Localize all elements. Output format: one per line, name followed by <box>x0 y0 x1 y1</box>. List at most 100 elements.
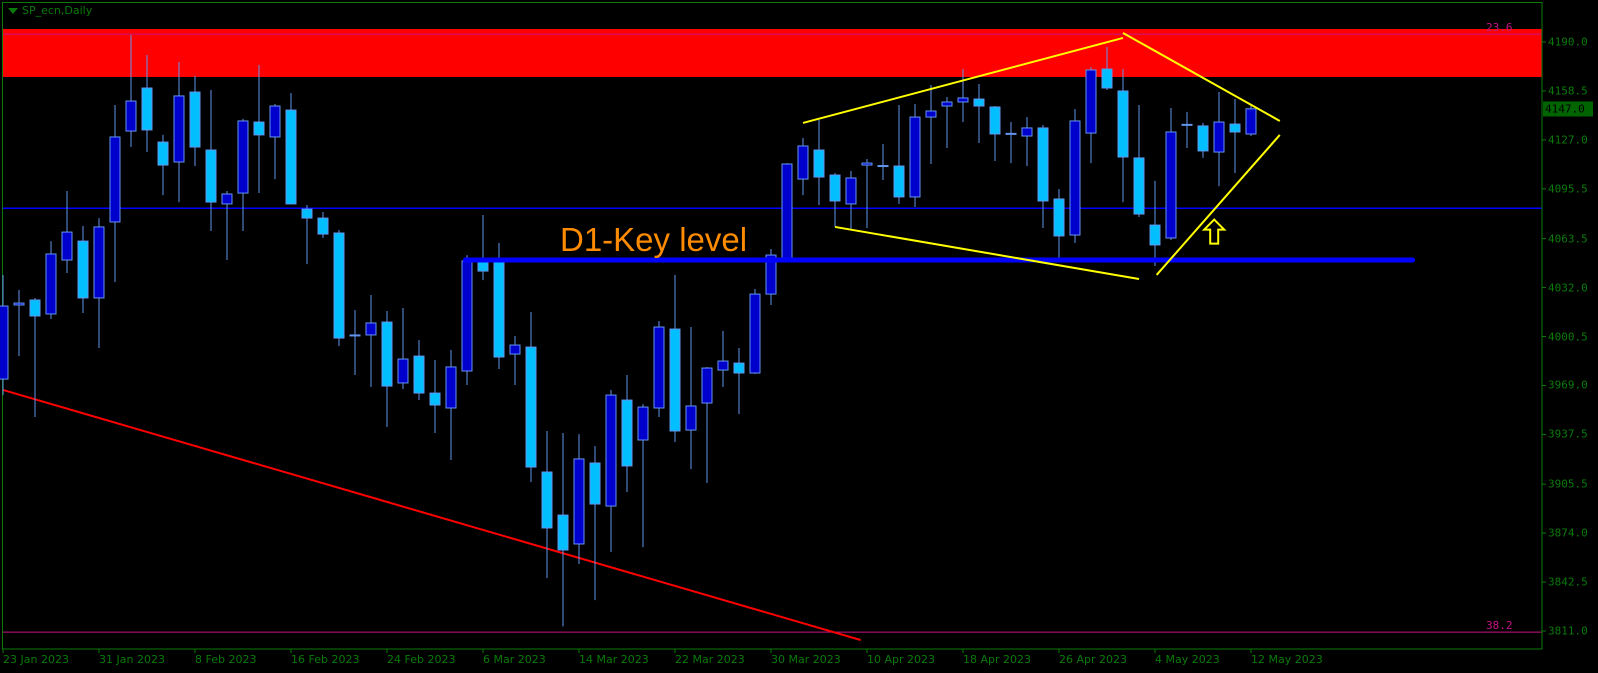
candle <box>141 55 153 153</box>
candle <box>1101 46 1113 91</box>
red-trendline <box>2 389 861 641</box>
candle <box>349 310 361 376</box>
candle <box>941 97 953 148</box>
candle <box>13 290 25 357</box>
price-label: 3969.0 <box>1548 378 1588 392</box>
candle <box>1245 104 1257 137</box>
candle <box>285 92 297 205</box>
candle-body-bearish <box>285 109 297 205</box>
candle-body-bearish <box>813 149 825 178</box>
candle-body-bullish <box>461 260 473 372</box>
candle-body-bullish <box>445 366 457 409</box>
candle <box>333 230 345 346</box>
candle <box>365 295 377 388</box>
candle-body-bullish <box>845 177 857 205</box>
candle-body-bearish <box>1149 224 1161 246</box>
candle-body-bullish <box>605 394 617 507</box>
price-label: 4158.5 <box>1548 84 1588 98</box>
candle-body-bearish <box>157 141 169 166</box>
candle <box>1037 124 1049 229</box>
price-label: 4000.5 <box>1548 330 1588 343</box>
candle <box>1021 117 1033 167</box>
candle-body-bullish <box>877 165 889 168</box>
candle <box>605 389 617 553</box>
candle <box>381 311 393 427</box>
date-label: 30 Mar 2023 <box>771 653 841 666</box>
candle-body-bullish <box>1245 108 1257 135</box>
candle-body-bullish <box>909 116 921 198</box>
candle-body-bearish <box>301 208 313 219</box>
candle <box>845 170 857 231</box>
candle-body-bullish <box>13 302 25 306</box>
candle-body-bullish <box>685 405 697 431</box>
candle <box>205 90 217 231</box>
candle-body-bearish <box>541 471 553 529</box>
candle-body-bullish <box>781 163 793 259</box>
candle-body-bearish <box>1229 123 1241 133</box>
candle <box>717 331 729 388</box>
current-price-marker: 4147.0 <box>1543 101 1593 117</box>
candle <box>1085 67 1097 164</box>
candle <box>269 104 281 180</box>
candle <box>1181 111 1193 148</box>
candle-body-bearish <box>317 217 329 235</box>
candle-body-bullish <box>93 226 105 299</box>
candle-body-bearish <box>621 399 633 467</box>
candle <box>829 173 841 227</box>
candle-body-bearish <box>557 514 569 551</box>
triangle-pattern-line <box>802 36 1124 124</box>
candle <box>413 340 425 401</box>
candle-body-bearish <box>429 392 441 406</box>
candle <box>909 104 921 208</box>
price-label: 3842.5 <box>1548 575 1588 589</box>
candle <box>701 366 713 484</box>
candle <box>781 163 793 263</box>
candle <box>669 274 681 443</box>
date-label: 22 Mar 2023 <box>675 653 745 666</box>
date-label: 4 May 2023 <box>1155 653 1220 666</box>
triangle-pattern-line <box>1122 32 1281 122</box>
key-level-annotation: D1-Key level <box>560 221 748 258</box>
candle <box>1053 189 1065 263</box>
price-label: 3937.5 <box>1548 427 1588 441</box>
candle-body-bearish <box>973 98 985 107</box>
candle <box>61 191 73 273</box>
candle-body-bullish <box>925 110 937 118</box>
candle-body-bearish <box>893 165 905 198</box>
candle <box>189 76 201 167</box>
date-label: 26 Apr 2023 <box>1059 653 1128 666</box>
candle <box>541 430 553 579</box>
candle-body-bullish <box>221 193 233 205</box>
candle-body-bearish <box>1133 157 1145 215</box>
candle <box>525 311 537 482</box>
resistance-zone <box>3 28 1542 77</box>
candle <box>429 359 441 434</box>
candle-body-bearish <box>525 346 537 468</box>
candle-body-bullish <box>1085 69 1097 134</box>
date-label: 10 Apr 2023 <box>867 653 936 666</box>
candle <box>29 297 41 418</box>
candle <box>445 350 457 461</box>
candle-body-bullish <box>61 231 73 261</box>
candle <box>253 65 265 194</box>
price-label: 4127.0 <box>1548 133 1588 147</box>
candle <box>109 104 121 282</box>
candle-body-bearish <box>77 240 89 299</box>
price-label: 4032.0 <box>1548 281 1588 295</box>
candle <box>221 191 233 261</box>
date-label: 12 May 2023 <box>1251 653 1323 666</box>
fibonacci-label: 23.6 <box>1486 21 1513 35</box>
candle <box>861 159 873 229</box>
candle-body-bearish <box>205 149 217 203</box>
candle-body-bearish <box>669 328 681 432</box>
candle <box>301 205 313 265</box>
candle-body-bullish <box>1005 132 1017 135</box>
candle <box>797 138 809 196</box>
candle <box>573 434 585 565</box>
candle <box>1133 104 1145 217</box>
candle <box>765 249 777 305</box>
candle <box>925 85 937 164</box>
candle <box>1069 108 1081 243</box>
dropdown-triangle-icon[interactable] <box>8 7 18 14</box>
